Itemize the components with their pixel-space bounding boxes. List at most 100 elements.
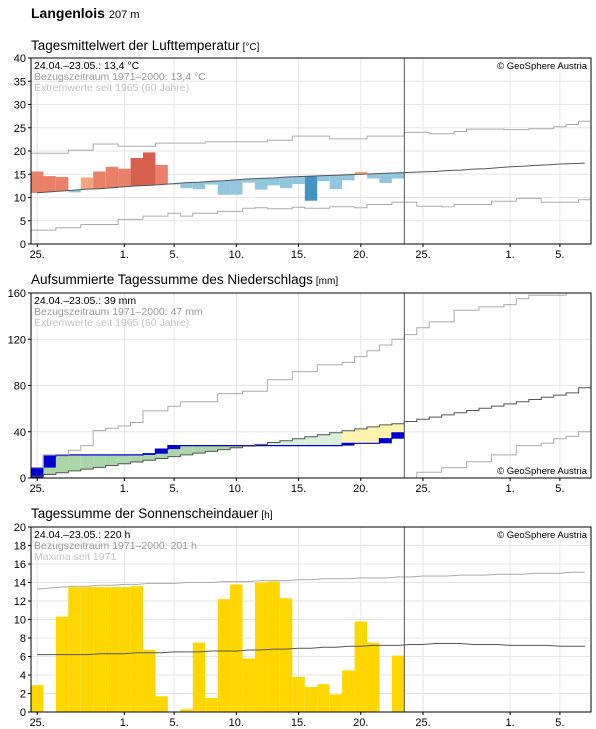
chart-axes-0: 0 5 10 15 20 25 30 35 40 25. 1. 5. 10. 15. 20. 25. 1. 5. xyxy=(14,53,592,261)
sunshine-title-text: Tagessumme der Sonnenscheindauer xyxy=(31,506,259,521)
chart-axes-2: 0 2 4 6 8 10 12 14 16 18 20 25. 1. 5. 10. 15. 20. 25. 1. 5. xyxy=(14,522,592,729)
sunshine-bar xyxy=(68,587,81,712)
precipitation-daily-bar xyxy=(391,432,405,439)
temperature-anomaly-bar xyxy=(317,175,330,182)
temperature-anomaly-bar xyxy=(329,175,343,190)
sunshine-bar xyxy=(292,676,305,712)
precipitation-surplus-area xyxy=(93,454,106,468)
x-tick-label: 25. xyxy=(30,717,45,729)
y-tick-label: 80 xyxy=(14,381,26,393)
sunshine-normal-line xyxy=(37,643,585,656)
station-name: Langenlois xyxy=(31,5,105,21)
sunshine-bar xyxy=(279,598,293,712)
sunshine-bar xyxy=(391,655,405,712)
sunshine-bar xyxy=(192,642,206,712)
temperature-anomaly-bar xyxy=(217,180,231,195)
sunshine-bar xyxy=(242,658,256,712)
x-tick-label: 5. xyxy=(555,483,564,495)
sunshine-bar xyxy=(317,684,330,713)
precipitation-max-extreme-line xyxy=(31,292,591,469)
y-tick-label: 30 xyxy=(14,100,26,112)
x-tick-label: 5. xyxy=(170,483,179,495)
x-tick-label: 1. xyxy=(120,483,129,495)
precipitation-surplus-area xyxy=(155,449,168,459)
precipitation-surplus-area xyxy=(80,454,94,470)
station-header: Langenlois 207 m xyxy=(31,5,139,21)
x-tick-label: 15. xyxy=(291,483,306,495)
sunshine-bar xyxy=(230,584,243,712)
sunshine-bar xyxy=(130,586,144,712)
precipitation-chart-title: Aufsummierte Tagessumme des Niederschlag… xyxy=(31,272,338,287)
y-tick-label: 14 xyxy=(14,578,26,590)
temperature-anomaly-bar xyxy=(118,168,131,187)
info-reference: Bezugszeitraum 1971–2000: 13,4 °C xyxy=(34,71,206,83)
temperature-anomaly-bar xyxy=(55,177,69,191)
precipitation-daily-bar xyxy=(31,467,44,478)
x-tick-label: 10. xyxy=(229,483,244,495)
y-tick-label: 40 xyxy=(14,427,26,439)
info-extremes: Maxima seit 1971 xyxy=(34,551,116,563)
sunshine-bar xyxy=(180,709,193,712)
sunshine-bar xyxy=(329,694,343,712)
precipitation-surplus-area xyxy=(167,445,181,457)
y-tick-label: 16 xyxy=(14,559,26,571)
precipitation-daily-bar xyxy=(167,445,181,450)
sunshine-maxima-line xyxy=(37,571,585,590)
precipitation-deficit-area xyxy=(391,423,405,433)
precipitation-deficit-area xyxy=(279,440,293,446)
temperature-anomaly-bar xyxy=(155,164,168,185)
sunshine-bar xyxy=(342,670,355,712)
y-tick-label: 18 xyxy=(14,541,26,553)
y-tick-label: 20 xyxy=(14,522,26,534)
precipitation-deficit-area xyxy=(367,426,380,444)
sunshine-bar xyxy=(93,587,106,712)
copyright-label: © GeoSphere Austria xyxy=(497,530,588,541)
x-tick-label: 25. xyxy=(415,483,430,495)
sunshine-bar xyxy=(80,587,94,712)
sunshine-bar xyxy=(267,581,280,712)
precipitation-deficit-area xyxy=(304,436,318,446)
x-tick-label: 20. xyxy=(353,483,368,495)
y-tick-label: 8 xyxy=(20,633,26,645)
temperature-anomaly-bar xyxy=(31,171,44,193)
precipitation-surplus-area xyxy=(192,445,206,454)
y-tick-label: 0 xyxy=(20,473,26,485)
sunshine-bar xyxy=(217,599,231,712)
y-tick-label: 120 xyxy=(8,334,26,346)
x-tick-label: 25. xyxy=(30,249,45,261)
temperature-chart-title: Tagesmittelwert der Lufttemperatur [°C] xyxy=(31,38,259,53)
temperature-max-extreme-line xyxy=(31,120,591,154)
temperature-anomaly-bar xyxy=(143,152,156,186)
sunshine-bar xyxy=(143,650,156,712)
temperature-anomaly-bar xyxy=(105,166,119,188)
info-extremes: Extremwerte seit 1965 (60 Jahre) xyxy=(34,317,189,329)
temperature-title-text: Tagesmittelwert der Lufttemperatur xyxy=(31,38,240,53)
y-tick-label: 10 xyxy=(14,193,26,205)
temperature-anomaly-bar xyxy=(130,158,144,186)
sunshine-bar xyxy=(354,621,368,712)
sunshine-chart-title: Tagessumme der Sonnenscheindauer [h] xyxy=(31,506,273,521)
y-tick-label: 35 xyxy=(14,76,26,88)
temperature-anomaly-bar xyxy=(379,173,392,184)
temperature-anomaly-bar xyxy=(230,179,243,195)
x-tick-label: 5. xyxy=(555,249,564,261)
precipitation-deficit-area xyxy=(329,432,343,446)
temperature-anomaly-bar xyxy=(255,178,268,190)
precipitation-surplus-area xyxy=(217,445,231,450)
copyright-label: © GeoSphere Austria xyxy=(497,61,588,72)
x-tick-label: 1. xyxy=(506,249,515,261)
precipitation-surplus-area xyxy=(180,445,193,455)
y-tick-label: 4 xyxy=(20,670,26,682)
y-tick-label: 6 xyxy=(20,652,26,664)
precipitation-daily-bar xyxy=(379,438,392,444)
sunshine-bar xyxy=(118,587,131,712)
y-tick-label: 2 xyxy=(20,689,26,701)
precipitation-normal-line xyxy=(31,387,591,477)
temperature-anomaly-bar xyxy=(367,173,380,179)
info-current: 24.04.–23.05.: 39 mm xyxy=(34,295,136,307)
sunshine-bar xyxy=(367,642,380,712)
y-tick-label: 40 xyxy=(14,53,26,65)
temperature-anomaly-bar xyxy=(192,182,206,190)
